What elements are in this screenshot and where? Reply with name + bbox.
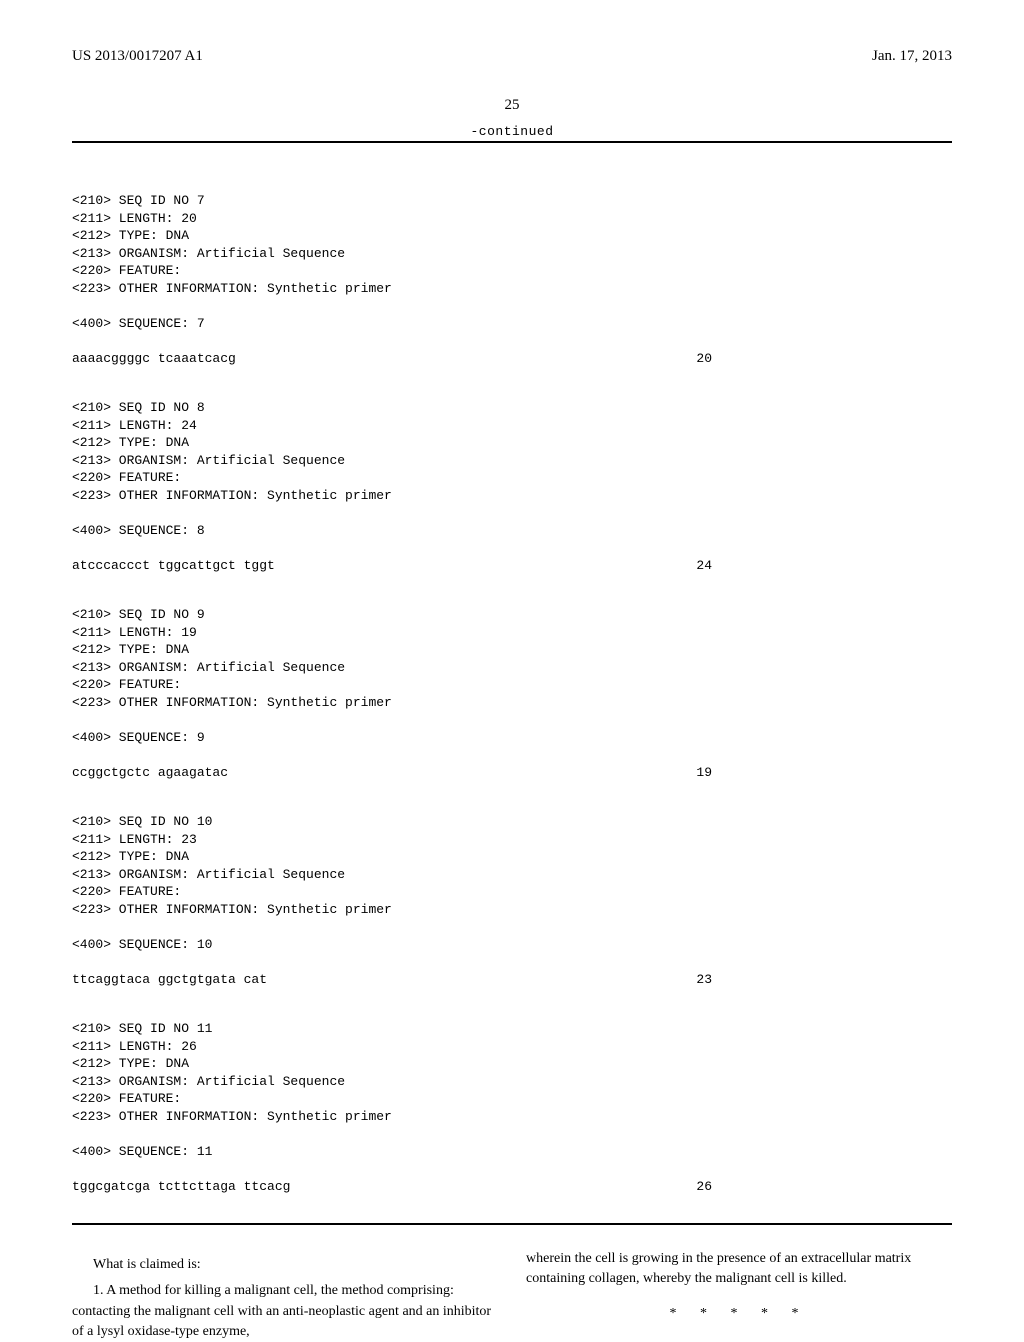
sequence-text: tggcgatcga tcttcttaga ttcacg	[72, 1178, 290, 1196]
sequence-length: 23	[672, 971, 712, 989]
sequence-meta-line: <210> SEQ ID NO 10	[72, 813, 952, 831]
sequence-meta-line: <210> SEQ ID NO 9	[72, 606, 952, 624]
sequence-meta-line: <212> TYPE: DNA	[72, 848, 952, 866]
sequence-meta-line: <223> OTHER INFORMATION: Synthetic prime…	[72, 694, 952, 712]
end-asterisks: * * * * *	[526, 1304, 952, 1324]
sequence-meta-line: <210> SEQ ID NO 11	[72, 1020, 952, 1038]
sequence-length: 26	[672, 1178, 712, 1196]
sequence-meta-line: <220> FEATURE:	[72, 262, 952, 280]
page-header: US 2013/0017207 A1 Jan. 17, 2013	[72, 48, 952, 65]
right-column: wherein the cell is growing in the prese…	[526, 1249, 952, 1342]
publication-number: US 2013/0017207 A1	[72, 48, 203, 65]
sequence-length: 24	[672, 557, 712, 575]
sequence-meta-line: <223> OTHER INFORMATION: Synthetic prime…	[72, 901, 952, 919]
sequence-meta-line: <212> TYPE: DNA	[72, 434, 952, 452]
sequence-meta-line: <211> LENGTH: 24	[72, 417, 952, 435]
sequence-length: 20	[672, 350, 712, 368]
sequence-meta-line: <213> ORGANISM: Artificial Sequence	[72, 866, 952, 884]
sequence-meta-line: <213> ORGANISM: Artificial Sequence	[72, 1073, 952, 1091]
sequence-meta-line: <211> LENGTH: 23	[72, 831, 952, 849]
sequence-meta-line: <212> TYPE: DNA	[72, 1055, 952, 1073]
sequence-meta-line: <223> OTHER INFORMATION: Synthetic prime…	[72, 487, 952, 505]
sequence-meta-line: <400> SEQUENCE: 8	[72, 522, 952, 540]
sequence-meta-line: <400> SEQUENCE: 11	[72, 1143, 952, 1161]
sequence-meta-line: <400> SEQUENCE: 9	[72, 729, 952, 747]
sequence-meta-line: <223> OTHER INFORMATION: Synthetic prime…	[72, 280, 952, 298]
sequence-meta-line: <210> SEQ ID NO 8	[72, 399, 952, 417]
sequence-text: atcccaccct tggcattgct tggt	[72, 557, 275, 575]
sequence-meta-line: <400> SEQUENCE: 10	[72, 936, 952, 954]
sequence-section: <210> SEQ ID NO 9<211> LENGTH: 19<212> T…	[72, 598, 952, 805]
sequence-data-row: aaaacggggc tcaaatcacg 20	[72, 350, 712, 368]
sequence-text: ccggctgctc agaagatac	[72, 764, 228, 782]
sequence-meta-line: <220> FEATURE:	[72, 1090, 952, 1108]
sequence-meta-line: <211> LENGTH: 26	[72, 1038, 952, 1056]
sequence-meta-line: <213> ORGANISM: Artificial Sequence	[72, 245, 952, 263]
claim-1-right: wherein the cell is growing in the prese…	[526, 1249, 952, 1290]
sequence-meta-line: <213> ORGANISM: Artificial Sequence	[72, 659, 952, 677]
sequence-meta-line: <220> FEATURE:	[72, 469, 952, 487]
sequence-section: <210> SEQ ID NO 7<211> LENGTH: 20<212> T…	[72, 184, 952, 391]
sequence-listing: <210> SEQ ID NO 7<211> LENGTH: 20<212> T…	[72, 141, 952, 1219]
sequence-meta-line	[72, 711, 952, 729]
publication-date: Jan. 17, 2013	[872, 48, 952, 65]
sequence-meta-line	[72, 918, 952, 936]
sequence-meta-line: <213> ORGANISM: Artificial Sequence	[72, 452, 952, 470]
sequence-section: <210> SEQ ID NO 11<211> LENGTH: 26<212> …	[72, 1012, 952, 1201]
claims-columns: What is claimed is: 1. A method for kill…	[72, 1249, 952, 1342]
sequence-length: 19	[672, 764, 712, 782]
sequence-meta-line: <220> FEATURE:	[72, 883, 952, 901]
claim-1-left: 1. A method for killing a malignant cell…	[72, 1281, 498, 1342]
continued-label: -continued	[72, 124, 952, 139]
page-number: 25	[72, 97, 952, 114]
sequence-text: aaaacggggc tcaaatcacg	[72, 350, 236, 368]
sequence-meta-line: <400> SEQUENCE: 7	[72, 315, 952, 333]
sequence-data-row: ttcaggtaca ggctgtgata cat 23	[72, 971, 712, 989]
sequence-meta-line: <211> LENGTH: 20	[72, 210, 952, 228]
sequence-data-row: ccggctgctc agaagatac 19	[72, 764, 712, 782]
sequence-text: ttcaggtaca ggctgtgata cat	[72, 971, 267, 989]
sequence-meta-line: <211> LENGTH: 19	[72, 624, 952, 642]
sequence-data-row: tggcgatcga tcttcttaga ttcacg 26	[72, 1178, 712, 1196]
sequence-meta-line: <223> OTHER INFORMATION: Synthetic prime…	[72, 1108, 952, 1126]
horizontal-rule	[72, 1223, 952, 1225]
sequence-meta-line: <212> TYPE: DNA	[72, 641, 952, 659]
claims-lead-in: What is claimed is:	[72, 1255, 498, 1275]
left-column: What is claimed is: 1. A method for kill…	[72, 1249, 498, 1342]
sequence-section: <210> SEQ ID NO 8<211> LENGTH: 24<212> T…	[72, 391, 952, 598]
sequence-meta-line	[72, 504, 952, 522]
sequence-meta-line	[72, 297, 952, 315]
sequence-data-row: atcccaccct tggcattgct tggt 24	[72, 557, 712, 575]
sequence-meta-line: <210> SEQ ID NO 7	[72, 192, 952, 210]
sequence-meta-line	[72, 1125, 952, 1143]
sequence-section: <210> SEQ ID NO 10<211> LENGTH: 23<212> …	[72, 805, 952, 1012]
sequence-meta-line: <220> FEATURE:	[72, 676, 952, 694]
sequence-meta-line: <212> TYPE: DNA	[72, 227, 952, 245]
